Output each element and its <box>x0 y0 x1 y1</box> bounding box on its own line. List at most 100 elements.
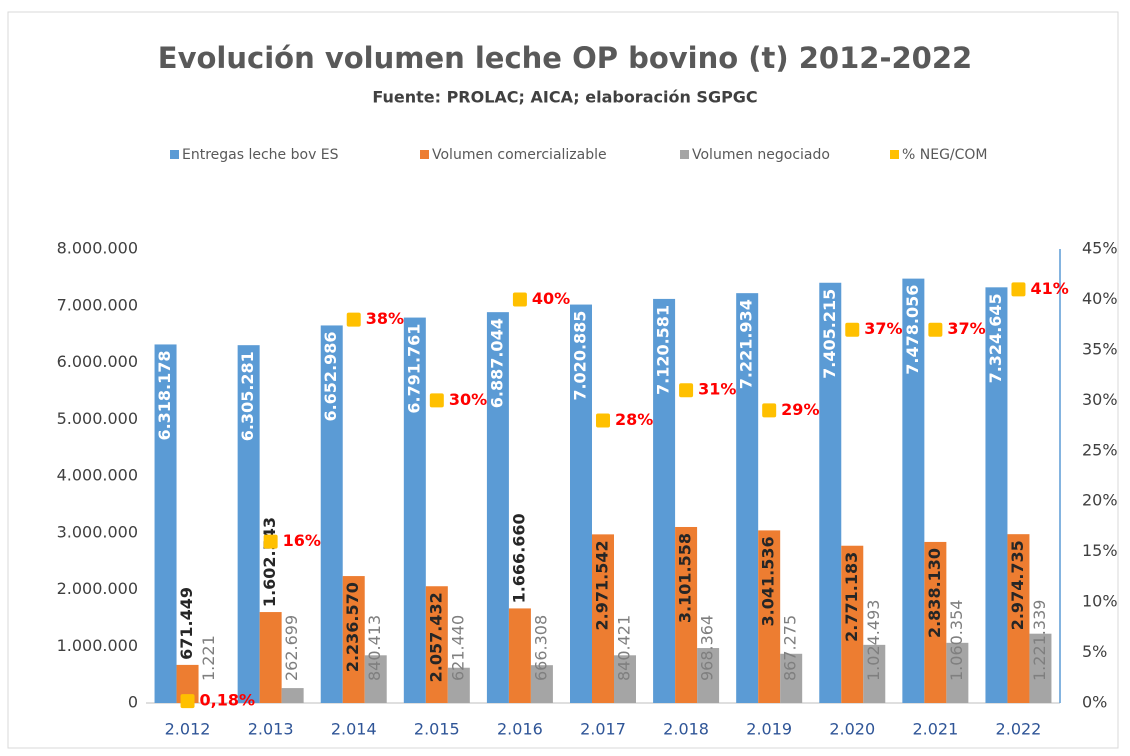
bar <box>486 312 509 703</box>
point <box>263 534 278 549</box>
legend-label: Volumen comercializable <box>432 147 607 163</box>
x-tick-label: 2.012 <box>165 720 211 739</box>
data-label: 1.221.339 <box>1030 600 1049 681</box>
data-label: 1.060.354 <box>947 600 966 681</box>
data-label: 16% <box>283 531 321 550</box>
bar <box>985 287 1008 703</box>
bar <box>902 278 925 703</box>
point <box>762 403 777 418</box>
data-label: 0,18% <box>200 691 256 710</box>
data-label: 38% <box>366 309 404 328</box>
point <box>845 322 860 337</box>
data-label: 3.041.536 <box>759 536 778 626</box>
bar <box>841 545 864 703</box>
data-label: 6.791.761 <box>404 324 423 414</box>
legend-label: % NEG/COM <box>902 147 988 163</box>
y-tick-label: 1.000.000 <box>57 636 138 655</box>
bar <box>508 608 531 703</box>
y2-tick-label: 35% <box>1082 339 1118 358</box>
x-tick-label: 2.018 <box>663 720 709 739</box>
data-label: 968.364 <box>698 615 717 681</box>
bar <box>364 655 387 703</box>
bar <box>259 612 282 703</box>
data-label: 41% <box>1030 279 1068 298</box>
x-tick-label: 2.017 <box>580 720 626 739</box>
y2-tick-label: 40% <box>1082 289 1118 308</box>
point <box>596 413 610 428</box>
data-label: 3.101.558 <box>676 533 695 623</box>
bar <box>342 576 365 703</box>
data-label: 7.020.885 <box>571 311 590 401</box>
y2-tick-label: 20% <box>1082 491 1118 510</box>
bar <box>1007 534 1030 703</box>
data-label: 2.057.432 <box>426 592 445 682</box>
bar <box>736 293 759 703</box>
data-label: 1.221 <box>199 635 218 681</box>
bar <box>425 586 448 703</box>
data-label: 30% <box>449 390 487 409</box>
legend-swatch <box>420 150 429 159</box>
y2-tick-label: 25% <box>1082 440 1118 459</box>
data-label: 2.236.570 <box>343 582 362 672</box>
data-label: 7.405.215 <box>820 289 839 379</box>
data-label: 840.413 <box>365 615 384 681</box>
x-tick-label: 2.016 <box>497 720 543 739</box>
data-label: 40% <box>532 289 570 308</box>
x-tick-label: 2.014 <box>331 720 377 739</box>
y2-tick-label: 15% <box>1082 541 1118 560</box>
x-tick-label: 2.021 <box>912 720 958 739</box>
bar <box>237 345 260 703</box>
point <box>512 292 527 307</box>
data-label: 7.120.581 <box>654 305 673 395</box>
data-label: 37% <box>864 319 902 338</box>
data-label: 671.449 <box>177 587 196 660</box>
x-tick-label: 2.022 <box>996 720 1042 739</box>
data-label: 2.971.542 <box>593 540 612 630</box>
bar <box>758 530 781 703</box>
y2-tick-label: 30% <box>1082 390 1118 409</box>
data-label: 262.699 <box>282 615 301 681</box>
data-label: 1.024.493 <box>864 600 883 681</box>
data-label: 867.275 <box>781 615 800 681</box>
data-label: 6.887.044 <box>487 318 506 408</box>
chart-subtitle: Fuente: PROLAC; AICA; elaboración SGPGC <box>372 88 757 107</box>
data-label: 2.974.735 <box>1008 540 1027 630</box>
point <box>1011 282 1026 297</box>
data-label: 37% <box>947 319 985 338</box>
point <box>679 383 694 398</box>
point <box>180 694 195 709</box>
bar <box>946 642 969 703</box>
data-label: 29% <box>781 400 819 419</box>
bar <box>592 534 614 703</box>
data-label: 28% <box>615 410 653 429</box>
bar <box>530 665 553 703</box>
data-label: 6.652.986 <box>321 331 340 421</box>
data-label: 6.318.178 <box>155 350 174 440</box>
x-tick-label: 2.013 <box>248 720 294 739</box>
data-label: 840.421 <box>615 615 634 681</box>
y-tick-label: 3.000.000 <box>57 522 138 541</box>
bar <box>570 304 592 703</box>
legend-swatch <box>170 150 179 159</box>
data-label: 1.666.660 <box>509 513 528 603</box>
data-label: 31% <box>698 380 736 399</box>
bar <box>697 648 720 703</box>
point <box>346 312 361 327</box>
legend-swatch <box>680 150 689 159</box>
bar <box>176 664 199 703</box>
chart-title: Evolución volumen leche OP bovino (t) 20… <box>158 41 972 75</box>
data-label: 6.305.281 <box>238 351 257 441</box>
y-tick-label: 2.000.000 <box>57 579 138 598</box>
y2-tick-label: 45% <box>1082 239 1118 258</box>
y-tick-label: 4.000.000 <box>57 466 138 485</box>
bar <box>154 344 177 703</box>
bar <box>675 526 698 703</box>
bar <box>1029 633 1052 703</box>
data-label: 666.308 <box>531 615 550 681</box>
bar <box>819 282 842 703</box>
y-tick-label: 6.000.000 <box>57 352 138 371</box>
y-tick-label: 7.000.000 <box>57 295 138 314</box>
point <box>928 322 943 337</box>
data-label: 621.440 <box>448 615 467 681</box>
